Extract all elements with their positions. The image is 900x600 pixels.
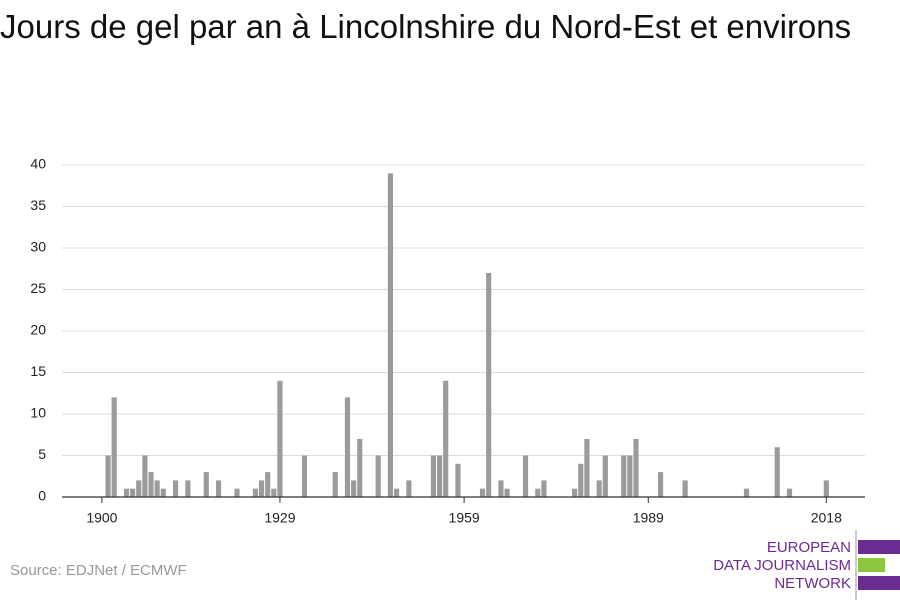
bar	[443, 380, 449, 497]
bar	[486, 272, 492, 497]
bar	[522, 455, 529, 497]
bar	[578, 463, 584, 497]
bar	[154, 480, 160, 497]
bar	[774, 447, 780, 497]
x-tick-label: 2018	[811, 510, 842, 526]
y-tick-label: 20	[30, 322, 46, 338]
bar	[215, 480, 222, 497]
bar	[479, 488, 486, 497]
bar	[823, 480, 829, 497]
x-tick-label: 1900	[86, 510, 117, 526]
bar	[572, 488, 578, 497]
bar	[498, 480, 504, 497]
bar	[504, 488, 510, 497]
bar	[657, 472, 664, 497]
chart-title: Jours de gel par an à Lincolnshire du No…	[0, 8, 852, 45]
bar	[786, 488, 793, 497]
logo-bar	[858, 576, 900, 590]
bar	[394, 488, 400, 497]
y-tick-label: 40	[30, 156, 46, 172]
logo-text: DATA JOURNALISM	[713, 557, 851, 574]
bar	[301, 455, 308, 497]
bar	[602, 455, 608, 497]
y-tick-label: 15	[30, 363, 46, 379]
bar	[436, 455, 443, 497]
bar	[535, 488, 541, 497]
x-tick-label: 1959	[449, 510, 480, 526]
logo-text: EUROPEAN	[767, 539, 851, 556]
bar	[277, 380, 283, 497]
y-tick-label: 5	[38, 446, 46, 462]
bar	[111, 397, 117, 497]
bar	[455, 463, 461, 497]
bar	[136, 480, 142, 497]
bar	[387, 173, 394, 498]
bar	[160, 488, 166, 497]
bar	[234, 488, 240, 497]
bar	[375, 455, 381, 497]
bar	[357, 438, 363, 497]
bar	[621, 455, 627, 497]
bar	[123, 488, 130, 497]
bar	[142, 455, 148, 497]
bar	[541, 480, 547, 497]
bar	[185, 480, 191, 497]
bar	[105, 455, 111, 497]
bar	[271, 488, 277, 497]
bar	[743, 488, 750, 497]
bar	[406, 480, 412, 497]
bar	[148, 472, 154, 497]
bar	[596, 480, 602, 497]
bar	[627, 455, 633, 497]
bar	[344, 397, 351, 497]
bar	[351, 480, 357, 497]
logo-text: NETWORK	[774, 575, 851, 592]
bar	[252, 488, 258, 497]
bar	[258, 480, 265, 497]
x-tick-label: 1989	[633, 510, 664, 526]
y-tick-label: 10	[30, 405, 46, 421]
bar	[430, 455, 436, 497]
bar	[633, 438, 639, 497]
bar	[172, 480, 179, 497]
logo-bar	[858, 558, 885, 572]
source: Source: EDJNet / ECMWF	[10, 562, 187, 579]
y-tick-label: 35	[30, 197, 46, 213]
bar	[130, 488, 136, 497]
bar	[584, 438, 590, 497]
logo-bar	[858, 540, 900, 554]
y-tick-label: 25	[30, 280, 46, 296]
x-tick-label: 1929	[264, 510, 295, 526]
y-tick-label: 0	[38, 488, 46, 504]
bar	[265, 472, 271, 497]
bar	[203, 472, 209, 497]
y-tick-label: 30	[30, 239, 46, 255]
bar	[332, 472, 338, 497]
bar	[682, 480, 688, 497]
